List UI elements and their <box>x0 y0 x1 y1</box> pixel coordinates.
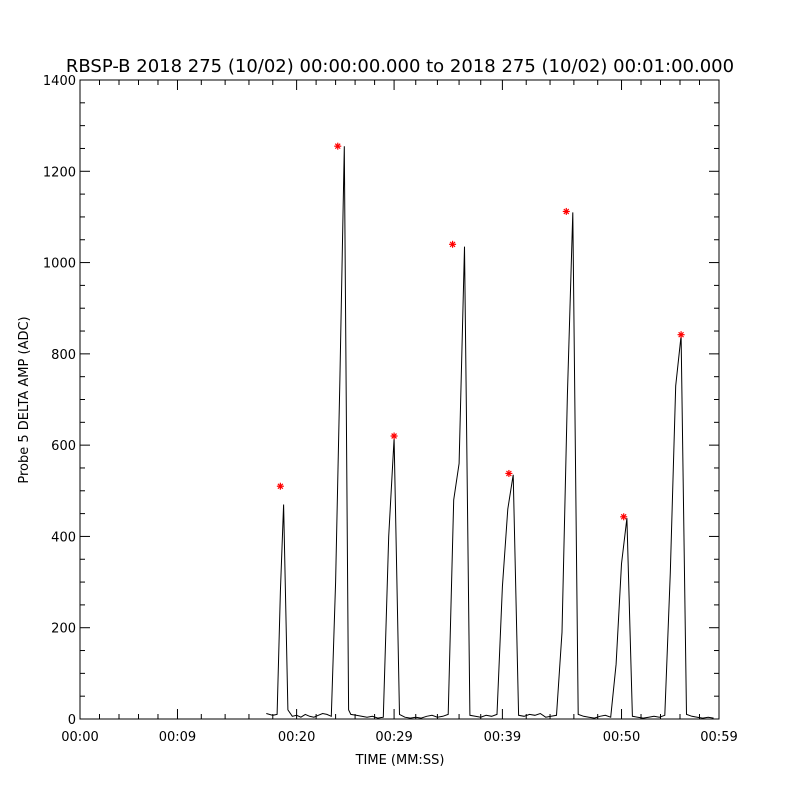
series-layer <box>266 146 714 719</box>
x-tick-label: 00:39 <box>484 730 521 745</box>
x-tick-label: 00:09 <box>159 730 196 745</box>
y-axis: 0 200 400 600 800 1000 1200 1400 <box>43 74 719 728</box>
x-axis-label: TIME (MM:SS) <box>355 753 445 768</box>
peak-marker <box>334 142 342 150</box>
x-tick-label: 00:59 <box>700 730 737 745</box>
peak-marker <box>449 240 457 248</box>
plot-frame <box>79 79 720 720</box>
x-tick-label: 00:20 <box>278 730 315 745</box>
y-axis-label: Probe 5 DELTA AMP (ADC) <box>17 316 32 483</box>
y-tick-label: 1400 <box>43 74 76 89</box>
peak-markers <box>276 142 685 521</box>
y-tick-label: 1200 <box>43 165 76 180</box>
y-tick-label: 0 <box>68 713 76 728</box>
y-tick-label: 800 <box>51 348 76 363</box>
peak-marker <box>276 482 284 490</box>
series-line <box>266 146 714 719</box>
peak-marker <box>620 513 628 521</box>
peak-marker <box>390 432 398 440</box>
x-tick-label: 00:00 <box>61 730 98 745</box>
peak-marker <box>505 469 513 477</box>
peak-marker <box>562 207 570 215</box>
peak-marker <box>677 331 685 339</box>
y-tick-label: 200 <box>51 622 76 637</box>
y-tick-label: 400 <box>51 530 76 545</box>
x-tick-label: 00:29 <box>375 730 412 745</box>
x-tick-label: 00:50 <box>603 730 640 745</box>
chart-title: RBSP-B 2018 275 (10/02) 00:00:00.000 to … <box>66 56 734 77</box>
y-tick-label: 600 <box>51 439 76 454</box>
x-axis: 00:00 00:09 00:20 00:29 00:39 00:50 00:59 <box>61 80 738 745</box>
y-tick-label: 1000 <box>43 257 76 272</box>
